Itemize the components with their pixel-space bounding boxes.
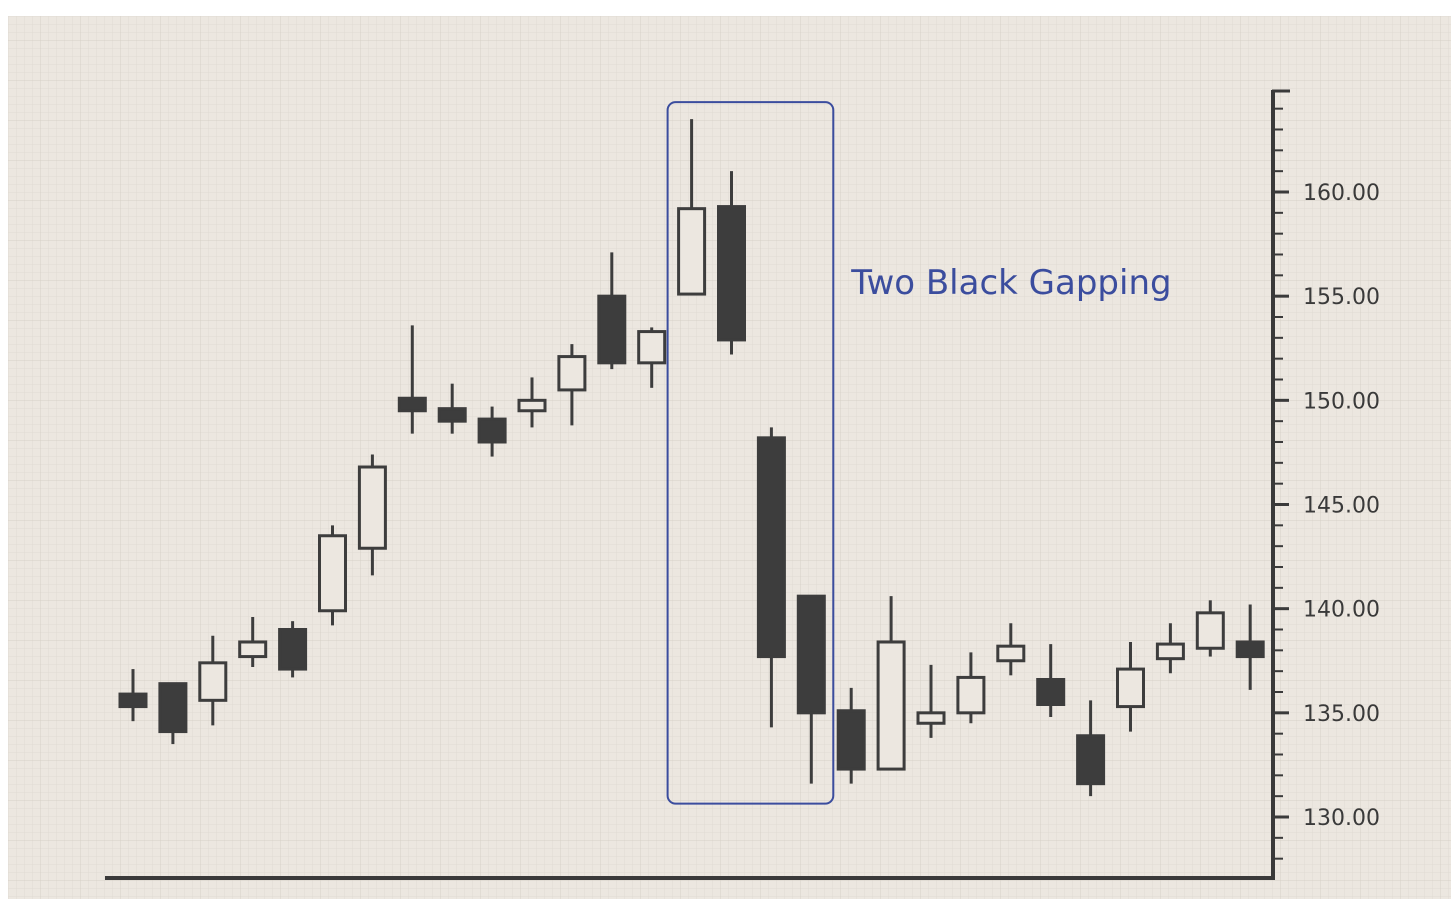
- y-tick-labels: 160.00 155.00 150.00 145.00 140.00 135.00 130.…: [1303, 181, 1380, 831]
- candle: [1076, 700, 1106, 797]
- candle-body-filled: [1235, 640, 1265, 659]
- candle: [717, 171, 746, 355]
- candle-body-hollow: [956, 675, 986, 715]
- candle: [996, 623, 1026, 676]
- candle: [318, 525, 347, 626]
- candle-body-filled: [717, 205, 746, 342]
- candle-body-hollow: [876, 640, 906, 771]
- candle: [118, 669, 148, 722]
- candle-body-hollow: [1116, 667, 1145, 709]
- y-minor-ticks: [1272, 89, 1290, 860]
- candle-body-hollow: [357, 465, 387, 550]
- candle: [836, 687, 866, 784]
- candle: [1036, 644, 1066, 717]
- candle: [517, 377, 547, 428]
- candle: [437, 383, 467, 434]
- y-tick-label: 140.00: [1303, 598, 1380, 623]
- candle-body-hollow: [318, 534, 347, 613]
- candle-body-hollow: [517, 398, 547, 413]
- candle-body-filled: [158, 682, 188, 734]
- candle-body-filled: [437, 407, 467, 423]
- candle: [238, 617, 268, 667]
- candle: [1235, 604, 1265, 690]
- candle-body-filled: [397, 396, 427, 413]
- y-tick-label: 160.00: [1303, 181, 1380, 206]
- candle: [916, 664, 946, 738]
- candle: [357, 454, 387, 576]
- candle: [278, 621, 308, 678]
- y-tick-label: 130.00: [1303, 806, 1380, 831]
- candle: [477, 406, 507, 457]
- candle-body-filled: [278, 628, 308, 671]
- y-tick-label: 155.00: [1303, 285, 1380, 310]
- candle: [677, 119, 707, 296]
- candle-body-hollow: [198, 661, 228, 702]
- annotation-box: [666, 101, 835, 805]
- candle: [756, 427, 786, 728]
- candle-body-hollow: [916, 711, 946, 725]
- candle: [796, 594, 826, 784]
- candle: [1195, 600, 1225, 657]
- candle: [158, 682, 188, 745]
- candle: [1116, 642, 1145, 732]
- candle-body-hollow: [238, 640, 268, 659]
- candle-body-hollow: [677, 207, 707, 296]
- candle-body-hollow: [557, 355, 587, 392]
- candle-body-filled: [477, 417, 507, 444]
- candle-body-filled: [1076, 734, 1106, 786]
- y-tick-label: 135.00: [1303, 702, 1380, 727]
- candle-body-filled: [597, 294, 627, 365]
- plot-grid: [8, 16, 1451, 899]
- candle: [1155, 623, 1185, 674]
- candle-body-hollow: [637, 330, 667, 365]
- candle-body-filled: [836, 709, 866, 771]
- candle-body-hollow: [1195, 611, 1225, 650]
- y-tick-label: 150.00: [1303, 389, 1380, 414]
- candle: [876, 596, 906, 771]
- candle-body-hollow: [996, 644, 1026, 663]
- candle: [637, 327, 667, 388]
- candle-body-hollow: [1155, 642, 1185, 661]
- candles-group: [118, 119, 1265, 797]
- annotation-label: Two Black Gapping: [850, 263, 1171, 303]
- y-tick-label: 145.00: [1303, 494, 1380, 519]
- candle-body-filled: [796, 594, 826, 715]
- candle: [597, 252, 627, 370]
- candle: [198, 635, 228, 726]
- candle-body-filled: [118, 692, 148, 709]
- candle-body-filled: [1036, 678, 1066, 706]
- candle-body-filled: [756, 436, 786, 659]
- candle: [956, 652, 986, 724]
- annotation-group: Two Black Gapping: [666, 101, 1172, 805]
- candle: [557, 344, 587, 426]
- axes-group: 160.00 155.00 150.00 145.00 140.00 135.00 130.…: [105, 89, 1380, 880]
- candle: [397, 325, 427, 434]
